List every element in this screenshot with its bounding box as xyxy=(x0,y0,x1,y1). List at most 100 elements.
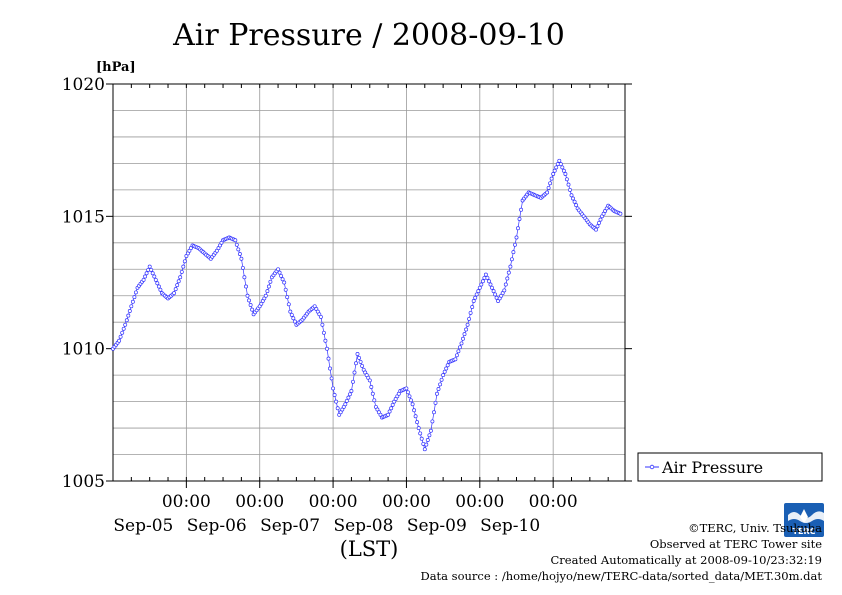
data-point xyxy=(439,377,444,382)
data-point xyxy=(123,322,128,327)
y-tick-label: 1005 xyxy=(62,472,105,492)
data-point xyxy=(519,207,524,212)
data-point xyxy=(144,271,149,276)
data-point xyxy=(130,299,135,304)
data-point xyxy=(263,293,268,298)
data-point xyxy=(551,172,556,176)
y-tick-label: 1010 xyxy=(62,340,105,360)
data-point xyxy=(471,299,476,303)
data-point xyxy=(413,414,418,419)
data-point xyxy=(250,307,255,312)
data-point xyxy=(265,289,270,294)
data-point xyxy=(279,273,284,278)
data-point xyxy=(247,298,251,303)
data-point xyxy=(441,373,446,378)
data-point xyxy=(335,406,340,411)
data-point xyxy=(323,338,328,343)
data-point xyxy=(321,330,326,335)
data-point xyxy=(234,242,239,247)
data-point xyxy=(387,409,392,414)
data-point xyxy=(245,293,250,298)
data-point xyxy=(416,426,421,431)
data-point xyxy=(432,410,436,415)
data-point xyxy=(438,382,443,387)
chart-title: Air Pressure / 2008-09-10 xyxy=(172,18,565,53)
data-point xyxy=(344,398,349,403)
data-point xyxy=(355,352,360,356)
data-point xyxy=(331,386,336,391)
data-point xyxy=(280,277,285,282)
data-point xyxy=(236,247,241,252)
x-tick-time-label: 00:00 xyxy=(235,492,284,512)
data-point xyxy=(491,289,496,294)
data-point xyxy=(462,332,467,337)
data-point xyxy=(477,285,482,290)
y-axis-unit: [hPa] xyxy=(96,60,136,75)
legend-label: Air Pressure xyxy=(661,458,763,477)
data-point xyxy=(545,190,550,195)
data-point xyxy=(594,227,598,232)
data-point xyxy=(461,336,465,341)
data-point xyxy=(476,289,481,294)
data-point xyxy=(277,270,282,275)
data-point xyxy=(454,353,459,358)
data-point xyxy=(276,267,281,272)
data-point xyxy=(457,345,462,350)
data-point xyxy=(415,420,420,425)
created-text: Created Automatically at 2008-09-10/23:3… xyxy=(550,553,823,567)
data-point xyxy=(242,275,247,280)
data-point xyxy=(179,269,184,274)
data-point xyxy=(506,270,511,275)
data-point xyxy=(468,310,473,315)
x-tick-day-label: Sep-09 xyxy=(407,516,467,536)
data-point xyxy=(143,274,148,279)
data-point xyxy=(147,264,152,269)
x-tick-time-label: 00:00 xyxy=(529,492,578,512)
data-point xyxy=(502,288,507,293)
data-point xyxy=(152,274,157,279)
x-tick-time-label: 00:00 xyxy=(455,492,504,512)
data-point xyxy=(120,330,125,335)
data-point xyxy=(479,282,484,287)
data-point xyxy=(618,211,623,216)
data-point xyxy=(485,275,490,280)
y-tick-label: 1015 xyxy=(62,207,105,227)
x-tick-day-label: Sep-07 xyxy=(260,516,320,536)
data-point xyxy=(422,447,427,452)
data-point xyxy=(150,271,155,276)
data-point xyxy=(508,264,513,269)
copyright-text: ©TERC, Univ. Tsukuba xyxy=(688,521,822,535)
data-point xyxy=(470,305,475,309)
data-point xyxy=(459,341,464,346)
data-point xyxy=(358,359,363,364)
data-point xyxy=(352,370,357,375)
data-point xyxy=(328,366,332,371)
data-point xyxy=(182,259,187,264)
data-point xyxy=(445,363,450,368)
data-point xyxy=(453,357,458,362)
data-point xyxy=(428,428,433,433)
x-tick-day-label: Sep-08 xyxy=(333,516,393,536)
data-point xyxy=(178,275,183,280)
data-point xyxy=(465,322,470,327)
data-point xyxy=(292,319,297,324)
data-point xyxy=(493,292,498,297)
data-point xyxy=(564,177,569,182)
data-point xyxy=(572,199,577,204)
data-point xyxy=(153,277,158,282)
plot-frame xyxy=(112,83,626,482)
data-point xyxy=(367,378,372,383)
data-point xyxy=(511,250,516,255)
data-point xyxy=(155,281,160,286)
data-point xyxy=(369,385,374,389)
x-tick-time-label: 00:00 xyxy=(382,492,431,512)
grid xyxy=(113,84,625,481)
data-point xyxy=(494,295,499,300)
data-point xyxy=(409,398,413,403)
legend-box xyxy=(637,452,823,482)
legend: Air Pressure xyxy=(637,452,823,482)
data-point xyxy=(404,386,409,391)
data-point xyxy=(442,369,447,374)
x-axis-label: (LST) xyxy=(340,537,399,561)
